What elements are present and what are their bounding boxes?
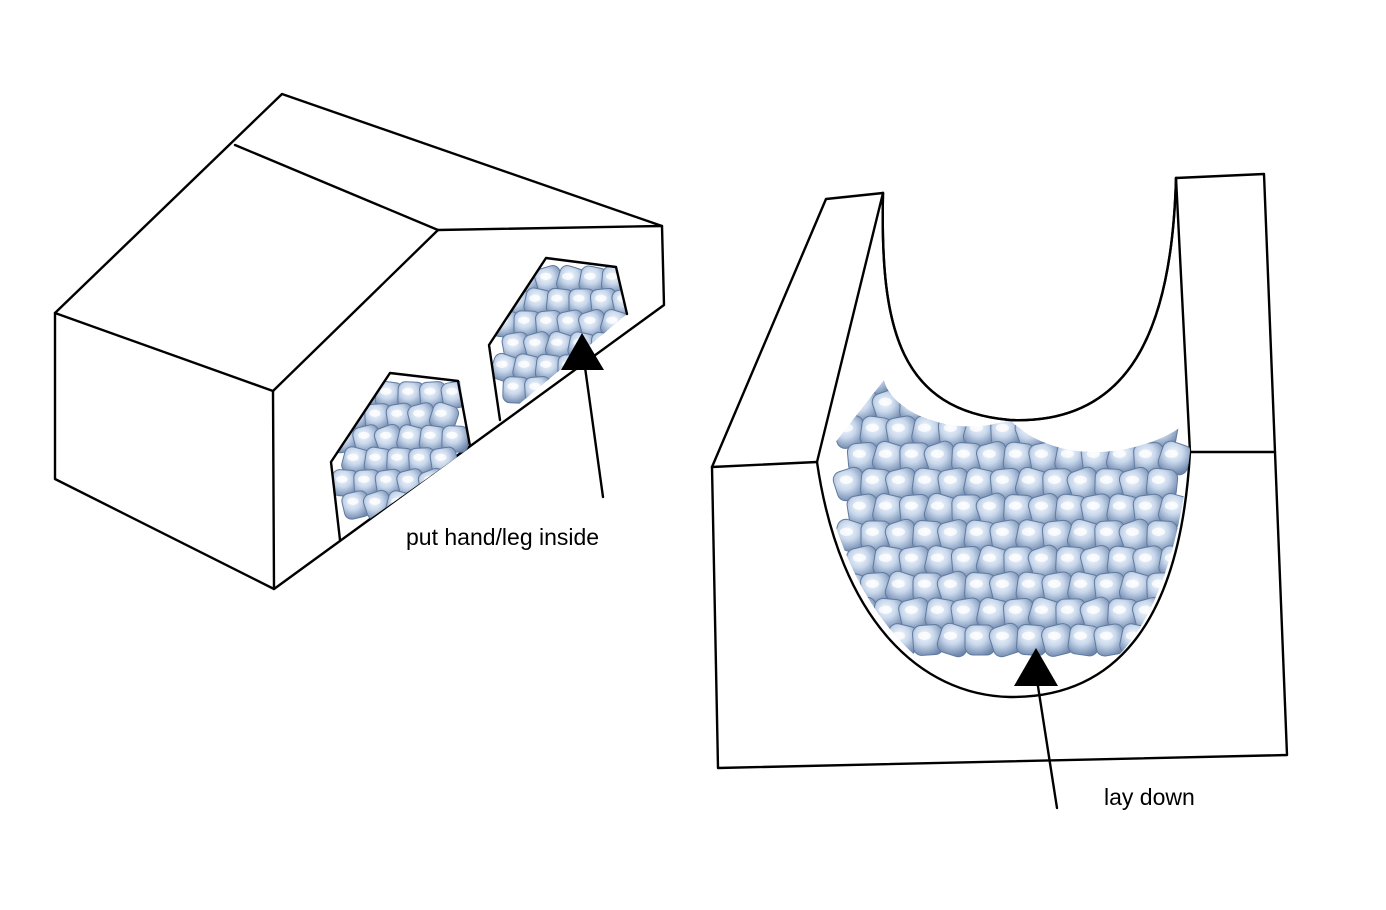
ice-cube-icon (950, 597, 984, 631)
ice-cube-icon (611, 375, 627, 405)
ice-cube-icon (374, 468, 404, 498)
ice-cube-icon (962, 380, 998, 398)
ice-cube-icon (1041, 380, 1075, 397)
ice-cube-icon (1016, 624, 1048, 656)
ice-cube-icon (924, 545, 958, 579)
ice-cube-icon (1066, 518, 1102, 554)
ice-cube-icon (912, 572, 944, 604)
ice-cube-icon (1055, 598, 1087, 630)
ice-cube-icon (884, 570, 920, 606)
ice-cube-icon (600, 353, 627, 383)
ice-cube-icon (1067, 380, 1101, 397)
ice-cube-icon (545, 331, 575, 361)
ice-cube-icon (589, 375, 619, 405)
ice-cube-icon (1014, 466, 1050, 502)
ice-cube-icon (567, 375, 597, 405)
ice-cube-icon (885, 415, 919, 449)
ice-cube-icon (951, 442, 983, 474)
label-put-hand-leg-inside: put hand/leg inside (406, 524, 599, 550)
ice-cube-icon (396, 424, 426, 454)
ice-cube-icon (407, 490, 437, 520)
ice-cube-icon (1014, 380, 1050, 398)
ice-cube-icon (964, 624, 996, 656)
ice-cube-icon (989, 571, 1023, 605)
ice-cube-icon (353, 469, 381, 497)
ice-cube-icon (1146, 520, 1178, 552)
ice-cube-icon (1118, 570, 1154, 606)
ice-cube-icon (951, 494, 983, 526)
ice-cube-icon (545, 287, 575, 317)
label-lay-down: lay down (1104, 784, 1195, 810)
limb-slot-right (487, 256, 629, 422)
ice-cube-icon (1093, 571, 1127, 605)
ice-cube-icon (990, 380, 1022, 396)
ice-cube-icon (937, 467, 971, 501)
limb-slot-left (329, 371, 472, 542)
ice-cube-icon (911, 467, 945, 501)
ice-cube-icon (1015, 519, 1049, 553)
ice-cube-icon (428, 401, 460, 433)
ice-wedge-block (53, 92, 666, 591)
ice-cube-icon (1093, 623, 1127, 657)
ice-cube-icon (430, 491, 458, 519)
ice-cube-icon (1041, 519, 1075, 553)
arrow-pointer-left (561, 333, 605, 499)
ice-cube-icon (924, 597, 958, 631)
ice-cube-icon (440, 468, 470, 498)
ice-cube-icon (1133, 442, 1165, 474)
ice-cube-icon (923, 492, 959, 528)
ice-cube-icon (1041, 623, 1075, 657)
ice-cube-icon (502, 376, 530, 404)
ice-cube-icon (1027, 544, 1063, 580)
ice-cube-icon (418, 424, 448, 454)
ice-cube-icon (341, 490, 371, 520)
ice-cube-icon (1145, 467, 1179, 501)
ice-cube-icon (1067, 623, 1101, 657)
arrow-pointer-right (1014, 648, 1059, 810)
ice-cube-icon (872, 493, 906, 527)
ice-cube-icon (976, 441, 1010, 475)
ice-cube-icon (523, 331, 553, 361)
ice-cube-icon (963, 467, 997, 501)
ice-cube-icon (1003, 494, 1035, 526)
ice-cube-icon (871, 440, 907, 476)
tub-back-edge (881, 176, 1178, 422)
ice-cube-icon (912, 624, 944, 656)
ice-cube-icon (912, 520, 944, 552)
